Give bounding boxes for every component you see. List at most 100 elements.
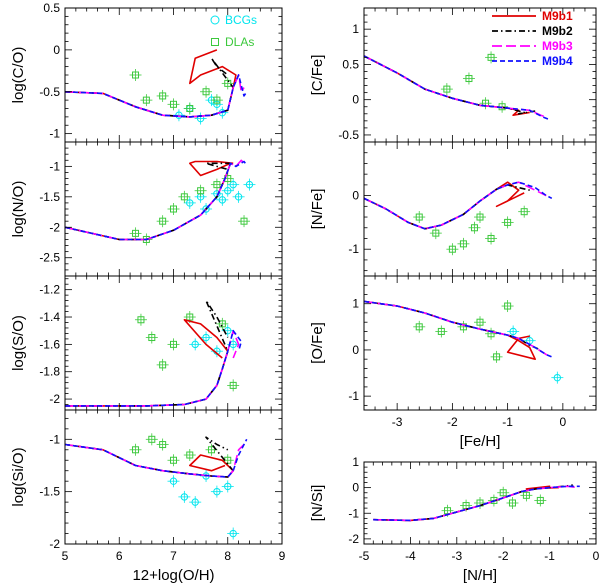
observations [129, 172, 256, 246]
series-line-m9b4 [373, 485, 580, 522]
dla-point [137, 316, 145, 324]
y-tick-label: 1 [352, 297, 359, 311]
x-tick-label: 9 [279, 549, 286, 563]
series-line-m9b2 [65, 436, 234, 478]
legend-marker-bcgs [210, 15, 220, 25]
series-line-m9b3 [65, 443, 245, 478]
y-tick-label: -2 [49, 392, 60, 406]
model-lines [373, 484, 580, 522]
dla-point [207, 446, 215, 454]
bcg-point [553, 373, 562, 382]
dla-point [229, 381, 237, 389]
legend-label-m9b3: M9b3 [542, 39, 573, 53]
dla-point [159, 217, 167, 225]
x-tick-label: 0 [560, 415, 567, 429]
series-line-m9b2 [364, 55, 536, 115]
y-tick-label: -1.5 [39, 485, 60, 499]
y-tick-label: -2 [348, 532, 359, 546]
dla-point [240, 217, 248, 225]
panel-no: -1 -1.5 -2 -2.5 log(N/O) [10, 141, 283, 277]
dla-point [170, 340, 177, 348]
bcg-point [191, 340, 199, 349]
dla-point [170, 456, 177, 464]
y-axis-title: log(Si/O) [10, 447, 27, 506]
x-tick-label: -4 [405, 549, 416, 563]
dla-point [520, 208, 528, 216]
bcg-point [191, 498, 199, 506]
x-tick-label: -1 [502, 415, 513, 429]
x-tick-label: 6 [116, 549, 123, 563]
y-axis-title: log(S/O) [10, 315, 27, 371]
dla-point [148, 435, 156, 443]
series-line-m9b4 [65, 74, 248, 118]
y-axis-title: log(C/O) [10, 47, 27, 104]
bcg-point [245, 180, 254, 189]
y-axis-title: [N/Si] [309, 485, 326, 522]
y-tick-label: -2 [49, 220, 60, 234]
legend-label-dlas: DLAs [225, 35, 254, 49]
x-axis-title: [N/H] [463, 567, 497, 584]
series-line-m9b1 [65, 318, 229, 407]
y-tick-label: 0.5 [342, 57, 359, 71]
series-line-m9b2 [65, 57, 234, 118]
dla-point [415, 323, 423, 331]
bcg-point [234, 193, 243, 201]
panel-sio: -1 -1.5 -25 6 7 8 9 log(Si/O) 12+log(O/H) [10, 409, 286, 584]
series-line-m9b1 [65, 49, 237, 118]
bcg-point [229, 529, 237, 538]
dla-point [415, 213, 423, 221]
y-tick-label: -1.5 [39, 190, 60, 204]
dla-point [470, 224, 478, 232]
dla-point [487, 53, 495, 61]
series-line-m9b4 [364, 300, 553, 358]
series-line-m9b4 [65, 329, 243, 407]
dla-point [462, 502, 470, 510]
dla-point [132, 71, 140, 79]
x-tick-label: -1 [544, 549, 555, 563]
dla-point [186, 105, 194, 112]
observations [413, 205, 531, 256]
dla-point [432, 229, 440, 237]
observations [129, 69, 234, 125]
dla-point [218, 320, 226, 328]
x-tick-label: -2 [447, 415, 458, 429]
bcg-point [224, 482, 232, 491]
dla-point [197, 187, 205, 195]
dla-point [504, 218, 512, 226]
x-tick-label: -3 [451, 549, 462, 563]
y-tick-label: 0 [352, 189, 359, 203]
dla-point [148, 334, 156, 342]
y-axis-title: [C/Fe] [309, 55, 326, 96]
dla-point [186, 313, 194, 321]
y-tick-label: -2 [49, 537, 60, 551]
model-lines [364, 181, 553, 230]
x-axis-title: 12+log(O/H) [132, 567, 214, 584]
dla-point [476, 213, 484, 221]
dla-point [159, 92, 167, 100]
x-tick-label: -3 [392, 415, 403, 429]
dla-point [536, 496, 544, 504]
dla-point [493, 353, 501, 361]
observations [440, 51, 509, 113]
dla-point [508, 499, 516, 507]
model-lines [364, 55, 550, 121]
y-axis-title: [N/Fe] [309, 189, 326, 230]
dla-point [504, 302, 512, 310]
dla-point [170, 100, 177, 108]
series-line-m9b3 [364, 181, 547, 230]
x-axis-title: [Fe/H] [460, 433, 501, 450]
bcg-point [213, 487, 221, 496]
dla-point [459, 323, 467, 331]
dla-point [437, 327, 445, 335]
series-line-m9b1 [65, 160, 234, 241]
panel-so: -1.2 -1.4 -1.6 -1.8 -2 log(S/O) [10, 275, 283, 411]
legend-label-m9b1: M9b1 [542, 9, 573, 23]
y-tick-label: 1 [352, 22, 359, 36]
dla-point [132, 446, 140, 454]
plot-frame [363, 275, 597, 411]
x-tick-label: 5 [62, 549, 69, 563]
series-line-m9b1 [364, 300, 537, 361]
y-tick-label: 0 [352, 93, 359, 107]
dla-point [180, 193, 188, 201]
model-lines [65, 299, 243, 407]
